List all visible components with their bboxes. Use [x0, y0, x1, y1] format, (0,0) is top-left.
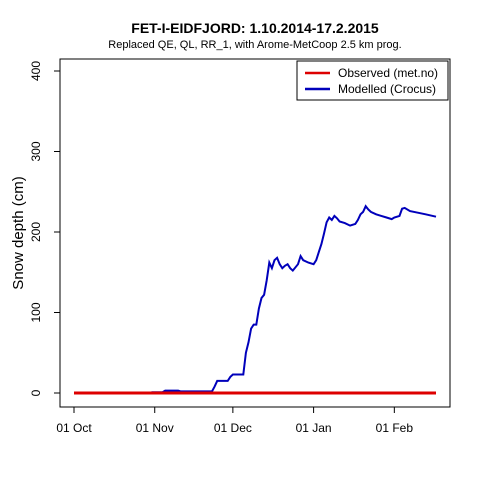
- series-line-modelled: [74, 204, 437, 394]
- legend-box: [296, 60, 449, 101]
- y-tick-label: 300: [29, 141, 43, 161]
- y-axis-label: Snow depth (cm): [10, 176, 27, 289]
- y-axis: 0 100 200 300 400: [29, 61, 61, 396]
- legend: Observed (met.no) Modelled (Crocus): [296, 60, 449, 101]
- x-tick-label: 01 Dec: [214, 421, 252, 435]
- x-tick-label: 01 Feb: [376, 421, 414, 435]
- series-layer: [74, 204, 437, 395]
- chart-subtitle: Replaced QE, QL, RR_1, with Arome-MetCoo…: [108, 39, 401, 51]
- legend-label-modelled: Modelled (Crocus): [338, 82, 436, 96]
- y-tick-label: 400: [29, 61, 43, 81]
- x-tick-label: 01 Nov: [136, 421, 174, 435]
- y-tick-label: 200: [29, 222, 43, 242]
- chart-title: FET-I-EIDFJORD: 1.10.2014-17.2.2015: [131, 20, 379, 36]
- legend-label-observed: Observed (met.no): [338, 66, 438, 80]
- x-axis: 01 Oct 01 Nov 01 Dec 01 Jan 01 Feb: [56, 406, 414, 435]
- x-tick-label: 01 Jan: [296, 421, 332, 435]
- y-tick-label: 0: [29, 389, 43, 396]
- y-tick-label: 100: [29, 302, 43, 322]
- x-tick-label: 01 Oct: [56, 421, 92, 435]
- plot-frame: [59, 58, 451, 408]
